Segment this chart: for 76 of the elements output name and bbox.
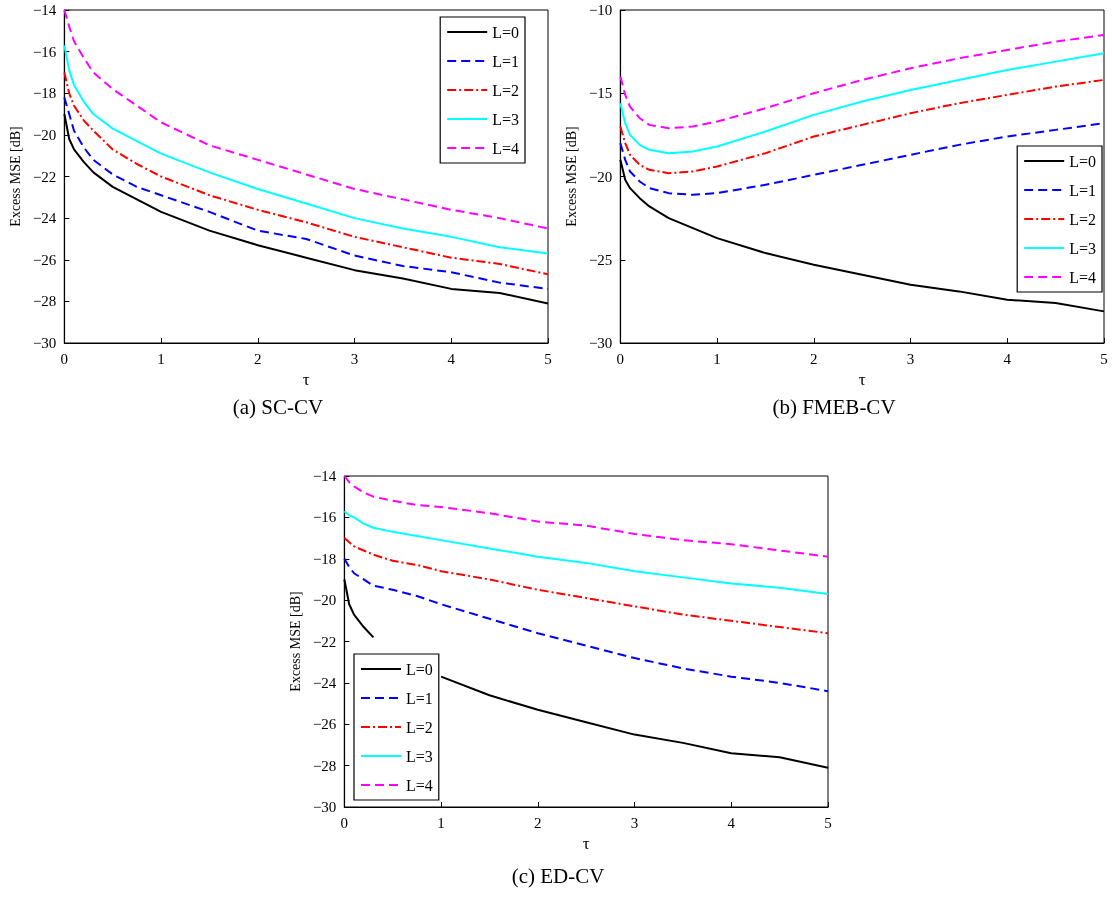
x-tick-label: 1 bbox=[157, 350, 165, 367]
y-axis-title: Excess MSE [dB] bbox=[7, 126, 23, 227]
x-tick-label: 4 bbox=[727, 814, 736, 831]
y-tick-label: −15 bbox=[588, 85, 613, 102]
y-tick-label: −24 bbox=[312, 674, 337, 691]
legend-label: L=1 bbox=[1069, 181, 1096, 199]
legend-label: L=2 bbox=[492, 81, 519, 99]
legend-label: L=2 bbox=[1069, 210, 1096, 228]
y-tick-label: −30 bbox=[32, 335, 57, 351]
y-axis-title: Excess MSE [dB] bbox=[563, 126, 579, 227]
line-series bbox=[63, 44, 549, 255]
x-tick-label: 5 bbox=[1100, 350, 1108, 367]
legend-label: L=4 bbox=[1069, 268, 1096, 286]
x-tick-label: 4 bbox=[1003, 350, 1012, 367]
line-series bbox=[619, 33, 1105, 130]
legend-label: L=4 bbox=[492, 139, 519, 157]
x-tick-label: 3 bbox=[630, 814, 639, 831]
y-tick-label: −20 bbox=[32, 126, 57, 143]
x-tick-label: 4 bbox=[447, 350, 456, 367]
x-tick-label: 0 bbox=[340, 814, 349, 831]
y-tick-label: −20 bbox=[312, 592, 337, 609]
line-series bbox=[343, 537, 829, 635]
y-tick-label: −26 bbox=[312, 716, 337, 733]
line-series bbox=[343, 475, 829, 558]
x-axis-title: τ bbox=[582, 833, 590, 853]
legend-label: L=1 bbox=[492, 52, 519, 70]
x-axis-title: τ bbox=[302, 369, 310, 389]
legend-label: L=1 bbox=[406, 689, 433, 707]
y-tick-label: −28 bbox=[32, 293, 57, 310]
legend-label: L=4 bbox=[406, 776, 433, 794]
line-series bbox=[619, 52, 1105, 155]
legend-label: L=3 bbox=[492, 110, 519, 128]
line-series bbox=[343, 510, 829, 595]
x-tick-label: 5 bbox=[824, 814, 832, 831]
line-series bbox=[343, 557, 829, 693]
y-tick-label: −24 bbox=[32, 210, 57, 227]
x-tick-label: 3 bbox=[350, 350, 359, 367]
x-tick-label: 0 bbox=[60, 350, 69, 367]
y-tick-label: −16 bbox=[32, 43, 57, 60]
legend-label: L=3 bbox=[406, 747, 433, 765]
y-tick-label: −30 bbox=[588, 335, 613, 351]
legend-label: L=3 bbox=[1069, 239, 1096, 257]
y-tick-label: −18 bbox=[32, 85, 57, 102]
y-tick-label: −10 bbox=[588, 2, 613, 18]
text: (b) FMEB-CV bbox=[772, 394, 896, 419]
y-tick-label: −14 bbox=[312, 468, 337, 484]
line-series bbox=[63, 96, 549, 290]
legend-label: L=0 bbox=[1069, 152, 1096, 170]
y-tick-label: −18 bbox=[312, 550, 337, 567]
x-tick-label: 5 bbox=[544, 350, 552, 367]
y-tick-label: −26 bbox=[32, 251, 57, 268]
x-tick-label: 3 bbox=[906, 350, 915, 367]
y-tick-label: −20 bbox=[588, 168, 613, 185]
y-axis-title: Excess MSE [dB] bbox=[287, 591, 303, 692]
x-tick-label: 2 bbox=[254, 350, 262, 367]
y-tick-label: −25 bbox=[588, 251, 613, 268]
x-tick-label: 1 bbox=[437, 814, 445, 831]
legend-label: L=2 bbox=[406, 718, 433, 736]
line-series bbox=[63, 9, 549, 230]
x-tick-label: 0 bbox=[616, 350, 625, 367]
legend-label: L=0 bbox=[492, 23, 519, 41]
y-tick-label: −22 bbox=[32, 168, 57, 185]
legend-label: L=0 bbox=[406, 660, 433, 678]
y-tick-label: −30 bbox=[312, 799, 337, 815]
text: (a) SC-CV bbox=[232, 394, 324, 419]
x-tick-label: 1 bbox=[713, 350, 721, 367]
y-tick-label: −22 bbox=[312, 633, 337, 650]
y-tick-label: −28 bbox=[312, 757, 337, 774]
text: (c) ED-CV bbox=[511, 863, 605, 888]
y-tick-label: −14 bbox=[32, 2, 57, 18]
y-tick-label: −16 bbox=[312, 509, 337, 526]
x-tick-label: 2 bbox=[534, 814, 542, 831]
line-series bbox=[63, 71, 549, 276]
line-series bbox=[619, 78, 1105, 175]
x-tick-label: 2 bbox=[810, 350, 818, 367]
x-axis-title: τ bbox=[858, 369, 866, 389]
